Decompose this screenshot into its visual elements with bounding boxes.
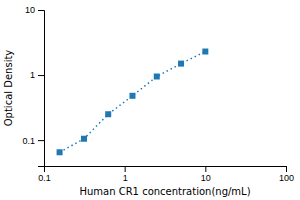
data-point <box>178 61 184 67</box>
y-tick-label: 10 <box>25 5 35 15</box>
plot: 0.1 1 10 100 0.1 1 10 <box>22 5 294 183</box>
x-axis: 0.1 1 10 100 <box>38 166 294 183</box>
x-tick: 0.1 <box>38 166 51 183</box>
x-axis-line <box>45 167 287 173</box>
x-tick-label: 100 <box>279 173 294 183</box>
y-tick-label: 0.1 <box>22 135 35 145</box>
data-point <box>202 49 208 55</box>
data-line <box>60 52 206 153</box>
data-layer <box>57 49 209 156</box>
y-axis-title: Optical Density <box>3 50 14 127</box>
y-tick-mark <box>38 75 44 76</box>
x-tick: 100 <box>279 166 294 183</box>
x-tick-label: 1 <box>123 173 128 183</box>
y-tick-mark <box>38 140 44 141</box>
x-tick-mark <box>286 166 287 172</box>
x-tick: 10 <box>201 166 211 183</box>
x-axis-title: Human CR1 concentration(ng/mL) <box>79 186 250 197</box>
chart: 0.1 1 10 100 0.1 1 10 Human CR1 concentration(n… <box>0 0 300 200</box>
y-axis-line <box>38 11 45 167</box>
x-tick-mark <box>125 166 126 172</box>
data-point <box>57 149 63 155</box>
data-point <box>154 74 160 80</box>
y-tick: 1 <box>30 70 44 80</box>
data-point <box>105 111 111 117</box>
y-tick-mark <box>38 10 44 11</box>
y-axis: 0.1 1 10 <box>22 5 44 166</box>
x-tick-label: 0.1 <box>38 173 51 183</box>
data-point <box>129 93 135 99</box>
data-point <box>81 136 87 142</box>
x-tick-label: 10 <box>201 173 211 183</box>
y-tick-label: 1 <box>30 70 35 80</box>
y-tick: 0.1 <box>22 135 44 145</box>
y-tick: 10 <box>25 5 44 15</box>
x-tick-mark <box>205 166 206 172</box>
x-tick: 1 <box>123 166 128 183</box>
